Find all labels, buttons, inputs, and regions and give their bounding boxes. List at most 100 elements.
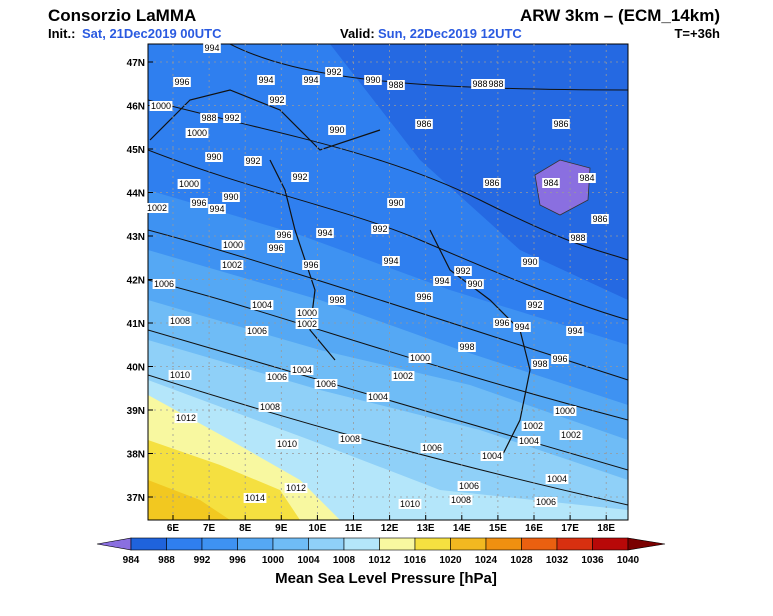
map-frame <box>147 43 629 521</box>
contour-label: 1008 <box>340 434 360 444</box>
contour-label: 994 <box>258 75 273 85</box>
contour-label: 1004 <box>252 300 272 310</box>
contour-label-bg <box>371 224 389 234</box>
contour-label-bg <box>177 179 201 189</box>
colorbar-label: 1036 <box>581 555 604 566</box>
contour-label-bg <box>552 119 570 129</box>
contour-label: 1008 <box>170 316 190 326</box>
colorbar-bin <box>237 537 274 551</box>
contour-label-bg <box>553 406 577 416</box>
contour-label-bg <box>480 451 504 461</box>
contour-label-bg <box>152 279 176 289</box>
contour-label: 994 <box>317 228 332 238</box>
colorbar-label: 988 <box>158 555 175 566</box>
lon-label: 7E <box>203 523 216 534</box>
contour-label-bg <box>493 318 511 328</box>
colorbar-label: 1032 <box>546 555 569 566</box>
colorbar-end <box>627 537 666 551</box>
lon-label: 12E <box>381 523 399 534</box>
colorbar-label: 1004 <box>297 555 320 566</box>
colorbar-label: 984 <box>123 555 140 566</box>
contour-label-bg <box>265 372 289 382</box>
contour-label-bg <box>517 436 541 446</box>
colorbar-label: 1008 <box>333 555 356 566</box>
contour-label-bg <box>513 322 531 332</box>
contour-label-bg <box>591 214 609 224</box>
colorbar-bin <box>201 537 238 551</box>
contour-label-bg <box>328 125 346 135</box>
contour-label-bg <box>145 203 169 213</box>
contour-label: 990 <box>206 152 221 162</box>
contour-label: 1004 <box>519 436 539 446</box>
contour-label-bg <box>267 243 285 253</box>
colorbar-bin <box>450 537 487 551</box>
contour-label: 1004 <box>482 451 502 461</box>
contour-label-bg <box>338 434 362 444</box>
contour-label: 994 <box>383 256 398 266</box>
contour-label-bg <box>257 75 275 85</box>
contour-label: 994 <box>204 43 219 53</box>
colorbar-end <box>96 537 132 551</box>
contour-label: 996 <box>268 243 283 253</box>
lon-label: 10E <box>309 523 327 534</box>
lat-label: 44N <box>127 189 145 200</box>
contour-label-bg <box>398 499 422 509</box>
contour-label-bg <box>223 113 241 123</box>
contour-label: 1000 <box>410 353 430 363</box>
contour-label-bg <box>566 326 584 336</box>
contour-label-bg <box>551 354 569 364</box>
contour-label: 1002 <box>222 260 242 270</box>
contour-label-bg <box>531 359 549 369</box>
contour-label-bg <box>268 95 286 105</box>
contour-label: 996 <box>191 198 206 208</box>
contour-label-bg <box>366 392 390 402</box>
contour-label-bg <box>302 260 320 270</box>
colorbar-bin <box>379 537 416 551</box>
contour-label: 994 <box>567 326 582 336</box>
colorbar-bin <box>166 537 203 551</box>
contour-label: 1004 <box>368 392 388 402</box>
contour-label-bg <box>457 481 481 491</box>
contour-label: 990 <box>388 198 403 208</box>
contour-label: 1006 <box>422 443 442 453</box>
contour-label: 1010 <box>277 439 297 449</box>
contour-label: 998 <box>329 295 344 305</box>
lat-label: 43N <box>127 232 145 243</box>
title: Consorzio LaMMA <box>48 6 196 25</box>
contour-label-bg <box>290 365 314 375</box>
contour-label: 1000 <box>223 240 243 250</box>
contour-label: 996 <box>174 77 189 87</box>
contour-label-bg <box>449 495 473 505</box>
contour-label-bg <box>534 497 558 507</box>
contour-label-bg <box>569 233 587 243</box>
colorbar-label: 1028 <box>510 555 533 566</box>
contour-label-bg <box>526 300 544 310</box>
contour-label-bg <box>391 371 415 381</box>
colorbar-bin <box>130 537 167 551</box>
contour-label: 994 <box>514 322 529 332</box>
contour-label-bg <box>521 421 545 431</box>
lat-label: 47N <box>127 58 145 69</box>
contour-label: 1006 <box>247 326 267 336</box>
contour-label-bg <box>466 279 484 289</box>
contour-label: 1006 <box>459 481 479 491</box>
contour-label: 992 <box>224 113 239 123</box>
lon-label: 6E <box>167 523 180 534</box>
contour-label: 990 <box>223 192 238 202</box>
contour-label: 992 <box>245 156 260 166</box>
contour-label-bg <box>458 342 476 352</box>
colorbar-label: 1012 <box>368 555 391 566</box>
contour-label-bg <box>578 173 596 183</box>
colorbar-bin <box>343 537 380 551</box>
contour-label-bg <box>316 228 334 238</box>
contour-label: 1002 <box>297 319 317 329</box>
lat-label: 38N <box>127 450 145 461</box>
contour-label: 1010 <box>170 370 190 380</box>
contour-label: 1014 <box>245 493 265 503</box>
contour-label-bg <box>185 128 209 138</box>
colorbar-label: 1024 <box>475 555 498 566</box>
colorbar-label: 1020 <box>439 555 462 566</box>
contour-label-bg <box>222 192 240 202</box>
contour-label: 992 <box>326 67 341 77</box>
contour-label-bg <box>250 300 274 310</box>
